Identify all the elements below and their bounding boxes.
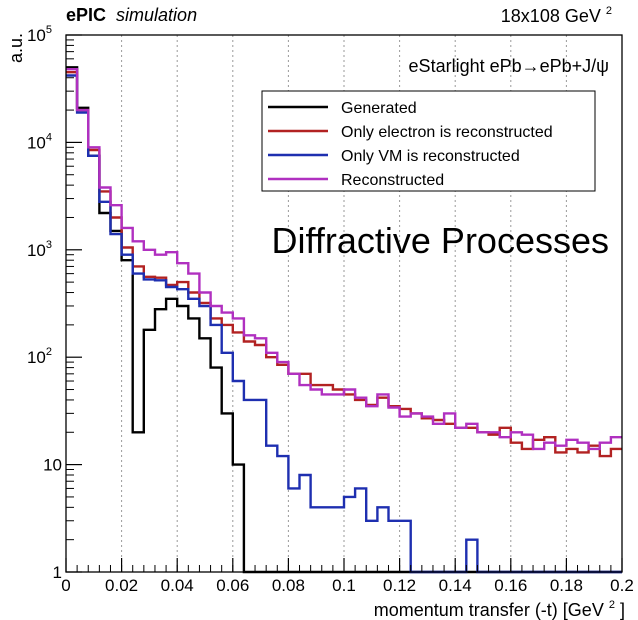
overlay-annotation: Diffractive Processes: [272, 220, 609, 261]
y-tick-label: 104: [27, 131, 52, 152]
y-tick-label: 105: [27, 24, 52, 45]
x-tick-label: 0.06: [216, 576, 249, 595]
x-tick-label: 0.1: [332, 576, 356, 595]
simulation-tag: simulation: [116, 5, 197, 25]
x-tick-label: 0: [61, 576, 70, 595]
x-tick-label: 0.04: [161, 576, 194, 595]
y-tick-label: 10: [43, 456, 62, 475]
x-tick-label: 0.02: [105, 576, 138, 595]
axis-ticks: 0 0.02 0.04 0.06 0.08 0.1 0.12 0.14 0.16 0.18 0.2 1…: [27, 24, 634, 595]
beam-energy-exp: 2: [606, 5, 612, 17]
legend-entry: Only electron is reconstructed: [341, 124, 553, 141]
x-tick-label: 0.16: [494, 576, 527, 595]
x-axis-label-text: momentum transfer (-t) [GeV: [374, 600, 604, 620]
x-tick-label: 0.2: [610, 576, 634, 595]
y-tick-label: 103: [27, 239, 52, 260]
x-axis-label: momentum transfer (-t) [GeV 2 ]: [374, 592, 625, 620]
legend-entry: Generated: [341, 100, 417, 117]
beam-energy: 18x108 GeV 2: [501, 5, 612, 26]
x-axis-label-exp: 2: [609, 599, 615, 611]
x-axis-label-close: ]: [620, 600, 625, 620]
header-label: ePIC simulation: [66, 5, 197, 25]
x-tick-label: 0.14: [439, 576, 472, 595]
x-tick-label: 0.08: [272, 576, 305, 595]
experiment-name: ePIC: [66, 5, 106, 25]
y-tick-label: 102: [27, 346, 52, 367]
series-line-4: [66, 68, 622, 451]
legend: Generated Only electron is reconstructed O…: [261, 90, 596, 192]
legend-entry: Only VM is reconstructed: [341, 148, 520, 165]
y-tick-label: 1: [53, 563, 62, 582]
beam-energy-value: 18x108 GeV: [501, 6, 601, 26]
chart-title: eStarlight ePb→ePb+J/ψ: [409, 56, 609, 76]
x-tick-label: 0.12: [383, 576, 416, 595]
x-tick-label: 0.18: [550, 576, 583, 595]
legend-entry: Reconstructed: [341, 172, 444, 189]
y-axis-label: a.u.: [6, 33, 26, 63]
